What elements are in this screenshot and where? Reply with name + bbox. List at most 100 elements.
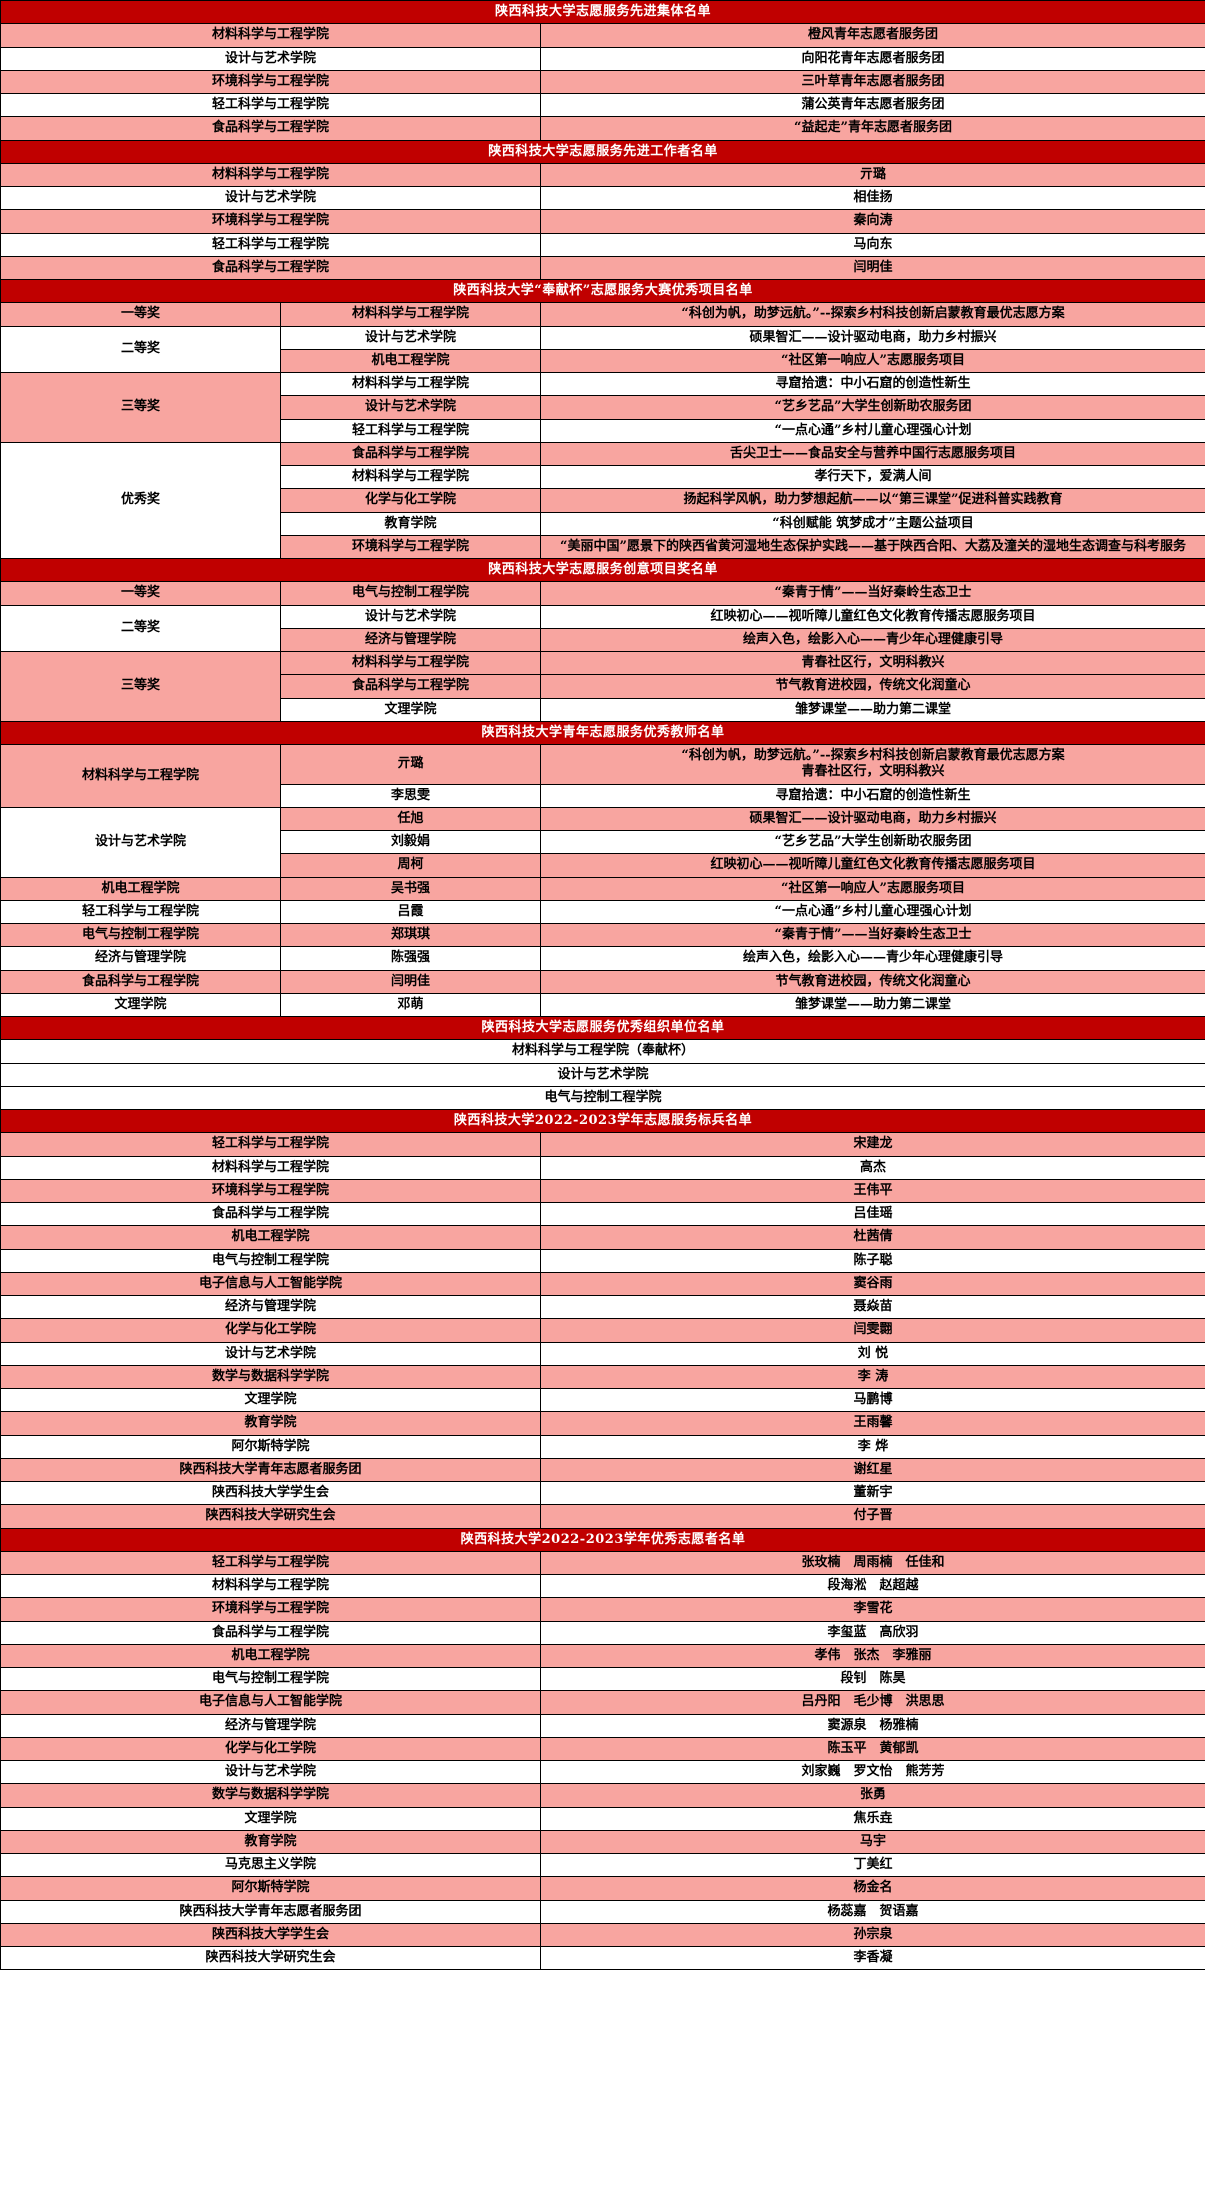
awardee-name: 孙宗泉 [539, 1922, 1205, 1948]
awardee-name: 董新宇 [539, 1480, 1205, 1506]
table-row: 食品科学与工程学院 闫明佳 [0, 255, 1205, 281]
table-row: 环境科学与工程学院 王伟平 [0, 1178, 1205, 1204]
awardee-name: 刘 悦 [539, 1341, 1205, 1366]
table-row: 陕西科技大学青年志愿者服务团 杨蕊嘉 贺语嘉 [0, 1899, 1205, 1924]
table-row: 数学与数据科学学院李 涛 [0, 1364, 1205, 1390]
college-name: 食品科学与工程学院 [0, 255, 541, 281]
college-name: 环境科学与工程学院 [0, 1178, 541, 1204]
awardee-name: 马宇 [539, 1829, 1205, 1855]
table-row: 设计与艺术学院 向阳花青年志愿者服务团 [0, 46, 1205, 71]
college-name: 食品科学与工程学院 [0, 116, 541, 141]
section-title-row: 陕西科技大学志愿服务优秀组织单位名单 [0, 1015, 1205, 1041]
award-level: 经济与管理学院 [0, 946, 281, 971]
awardee-name: 李雪花 [539, 1597, 1205, 1622]
college-name: 设计与艺术学院 [0, 1759, 541, 1785]
table-row: 食品科学与工程学院 吕佳瑶 [0, 1201, 1205, 1227]
awardee-name: 李玺蓝 高欣羽 [539, 1620, 1205, 1645]
table-row: 一等奖 电气与控制工程学院 “秦青于情”——当好秦岭生态卫士 [0, 581, 1205, 606]
table-row: 陕西科技大学学生会 董新宇 [0, 1480, 1205, 1506]
table-row: 教育学院 马宇 [0, 1829, 1205, 1855]
college-name: 设计与艺术学院 [0, 1341, 541, 1366]
awardee-name: 相佳扬 [539, 185, 1205, 211]
organization-name: 设计与艺术学院 [0, 1062, 1205, 1087]
college-name: 李思雯 [280, 783, 541, 808]
awardee-name: 窦谷雨 [539, 1271, 1205, 1297]
project-name: “一点心通”乡村儿童心理强心计划 [539, 418, 1205, 443]
section-title-excellent-teachers: 陕西科技大学青年志愿服务优秀教师名单 [0, 720, 1205, 746]
college-name: 轻工科学与工程学院 [0, 92, 541, 118]
table-row: 数学与数据科学学院 张勇 [0, 1783, 1205, 1808]
table-row: 材料科学与工程学院 橙风青年志愿者服务团 [0, 23, 1205, 48]
college-name: 文理学院 [0, 1387, 541, 1413]
award-level: 二等奖 [0, 604, 281, 652]
awardee-name: “益起走”青年志愿者服务团 [539, 116, 1205, 141]
section-title-row: 陕西科技大学志愿服务先进集体名单 [0, 0, 1205, 25]
project-name: 绘声入色，绘影入心——青少年心理健康引导 [539, 627, 1205, 653]
college-name: 陕西科技大学研究生会 [0, 1504, 541, 1529]
college-name: 亓璐 [280, 744, 541, 785]
table-row: 设计与艺术学院 刘家巍 罗文怡 熊芳芳 [0, 1759, 1205, 1785]
awardee-name: 付子晋 [539, 1504, 1205, 1529]
table-row: 材料科学与工程学院 段海淞 赵超越 [0, 1573, 1205, 1599]
project-name: “艺乡艺品”大学生创新助农服务团 [539, 395, 1205, 420]
table-row: 轻工科学与工程学院 张玫楠 周雨楠 任佳和 [0, 1550, 1205, 1576]
table-row: 化学与化工学院 闫雯翾 [0, 1318, 1205, 1343]
college-name: 马克思主义学院 [0, 1852, 541, 1878]
awardee-name: 橙风青年志愿者服务团 [539, 23, 1205, 48]
college-name: 材料科学与工程学院 [0, 162, 541, 188]
college-name: 阿尔斯特学院 [0, 1876, 541, 1901]
organization-name: 电气与控制工程学院 [0, 1085, 1205, 1111]
college-name: 食品科学与工程学院 [280, 674, 541, 699]
college-name: 数学与数据科学学院 [0, 1364, 541, 1390]
award-level: 优秀奖 [0, 441, 281, 560]
awardee-name: 张勇 [539, 1783, 1205, 1808]
award-level: 二等奖 [0, 325, 281, 373]
table-row: 电子信息与人工智能学院 窦谷雨 [0, 1271, 1205, 1297]
college-name: 阿尔斯特学院 [0, 1434, 541, 1459]
table-row: 电气与控制工程学院 段钊 陈昊 [0, 1666, 1205, 1692]
table-row: 食品科学与工程学院 李玺蓝 高欣羽 [0, 1620, 1205, 1645]
table-row: 文理学院 邓萌 雏梦课堂——助力第二课堂 [0, 992, 1205, 1018]
awardee-name: 马向东 [539, 232, 1205, 257]
college-name: 材料科学与工程学院 [280, 650, 541, 676]
table-row: 文理学院 雏梦课堂——助力第二课堂 [1, 697, 1205, 722]
table-row: 文理学院 马鹏博 [0, 1387, 1205, 1413]
awardee-name: 段海淞 赵超越 [539, 1573, 1205, 1599]
awardee-name: 杨金名 [539, 1876, 1205, 1901]
awardee-name: 窦源泉 杨雅楠 [539, 1713, 1205, 1738]
college-name: 周柯 [280, 853, 541, 878]
table-row: 陕西科技大学研究生会 付子晋 [0, 1504, 1205, 1529]
awardee-name: 闫雯翾 [539, 1318, 1205, 1343]
section-title-creative-projects: 陕西科技大学志愿服务创意项目奖名单 [0, 557, 1205, 583]
table-row: 轻工科学与工程学院 吕霞 “一点心通”乡村儿童心理强心计划 [0, 899, 1205, 925]
college-name: 设计与艺术学院 [280, 325, 541, 350]
college-name: 化学与化工学院 [0, 1318, 541, 1343]
table-row: 经济与管理学院 聂焱苗 [0, 1294, 1205, 1320]
awardee-name: 王伟平 [539, 1178, 1205, 1204]
table-row: 电气与控制工程学院 陈子聪 [0, 1248, 1205, 1273]
table-row: 经济与管理学院 窦源泉 杨雅楠 [0, 1713, 1205, 1738]
section-title-advanced-workers: 陕西科技大学志愿服务先进工作者名单 [0, 139, 1205, 164]
award-level: 文理学院 [0, 992, 281, 1018]
college-name: 材料科学与工程学院 [0, 1155, 541, 1180]
table-row: 二等奖 设计与艺术学院 红映初心——视听障儿童红色文化教育传播志愿服务项目 [0, 604, 1205, 652]
table-row: 机电工程学院 吴书强 “社区第一响应人”志愿服务项目 [0, 876, 1205, 901]
college-name: 材料科学与工程学院 [0, 23, 541, 48]
project-name: 红映初心——视听障儿童红色文化教育传播志愿服务项目 [539, 853, 1205, 878]
project-name: “社区第一响应人”志愿服务项目 [539, 348, 1205, 374]
section-title-row: 陕西科技大学“奉献杯”志愿服务大赛优秀项目名单 [0, 278, 1205, 304]
college-name: 食品科学与工程学院 [280, 441, 541, 467]
awardee-name: 向阳花青年志愿者服务团 [539, 46, 1205, 71]
table-row: 刘毅娟 “艺乡艺品”大学生创新助农服务团 [1, 829, 1205, 855]
table-row: 环境科学与工程学院 “美丽中国”愿景下的陕西省黄河湿地生态保护实践——基于陕西合阳… [1, 534, 1205, 560]
college-name: 陕西科技大学青年志愿者服务团 [0, 1457, 541, 1483]
awardee-name: 宋建龙 [539, 1132, 1205, 1157]
college-name: 文理学院 [280, 697, 541, 722]
college-name: 数学与数据科学学院 [0, 1783, 541, 1808]
college-name: 机电工程学院 [0, 1643, 541, 1669]
awardee-name: 谢红星 [539, 1457, 1205, 1483]
award-level: 电气与控制工程学院 [0, 922, 281, 948]
table-row: 轻工科学与工程学院 马向东 [0, 232, 1205, 257]
table-row: 机电工程学院 杜茜倩 [0, 1225, 1205, 1250]
college-name: 食品科学与工程学院 [0, 1620, 541, 1645]
